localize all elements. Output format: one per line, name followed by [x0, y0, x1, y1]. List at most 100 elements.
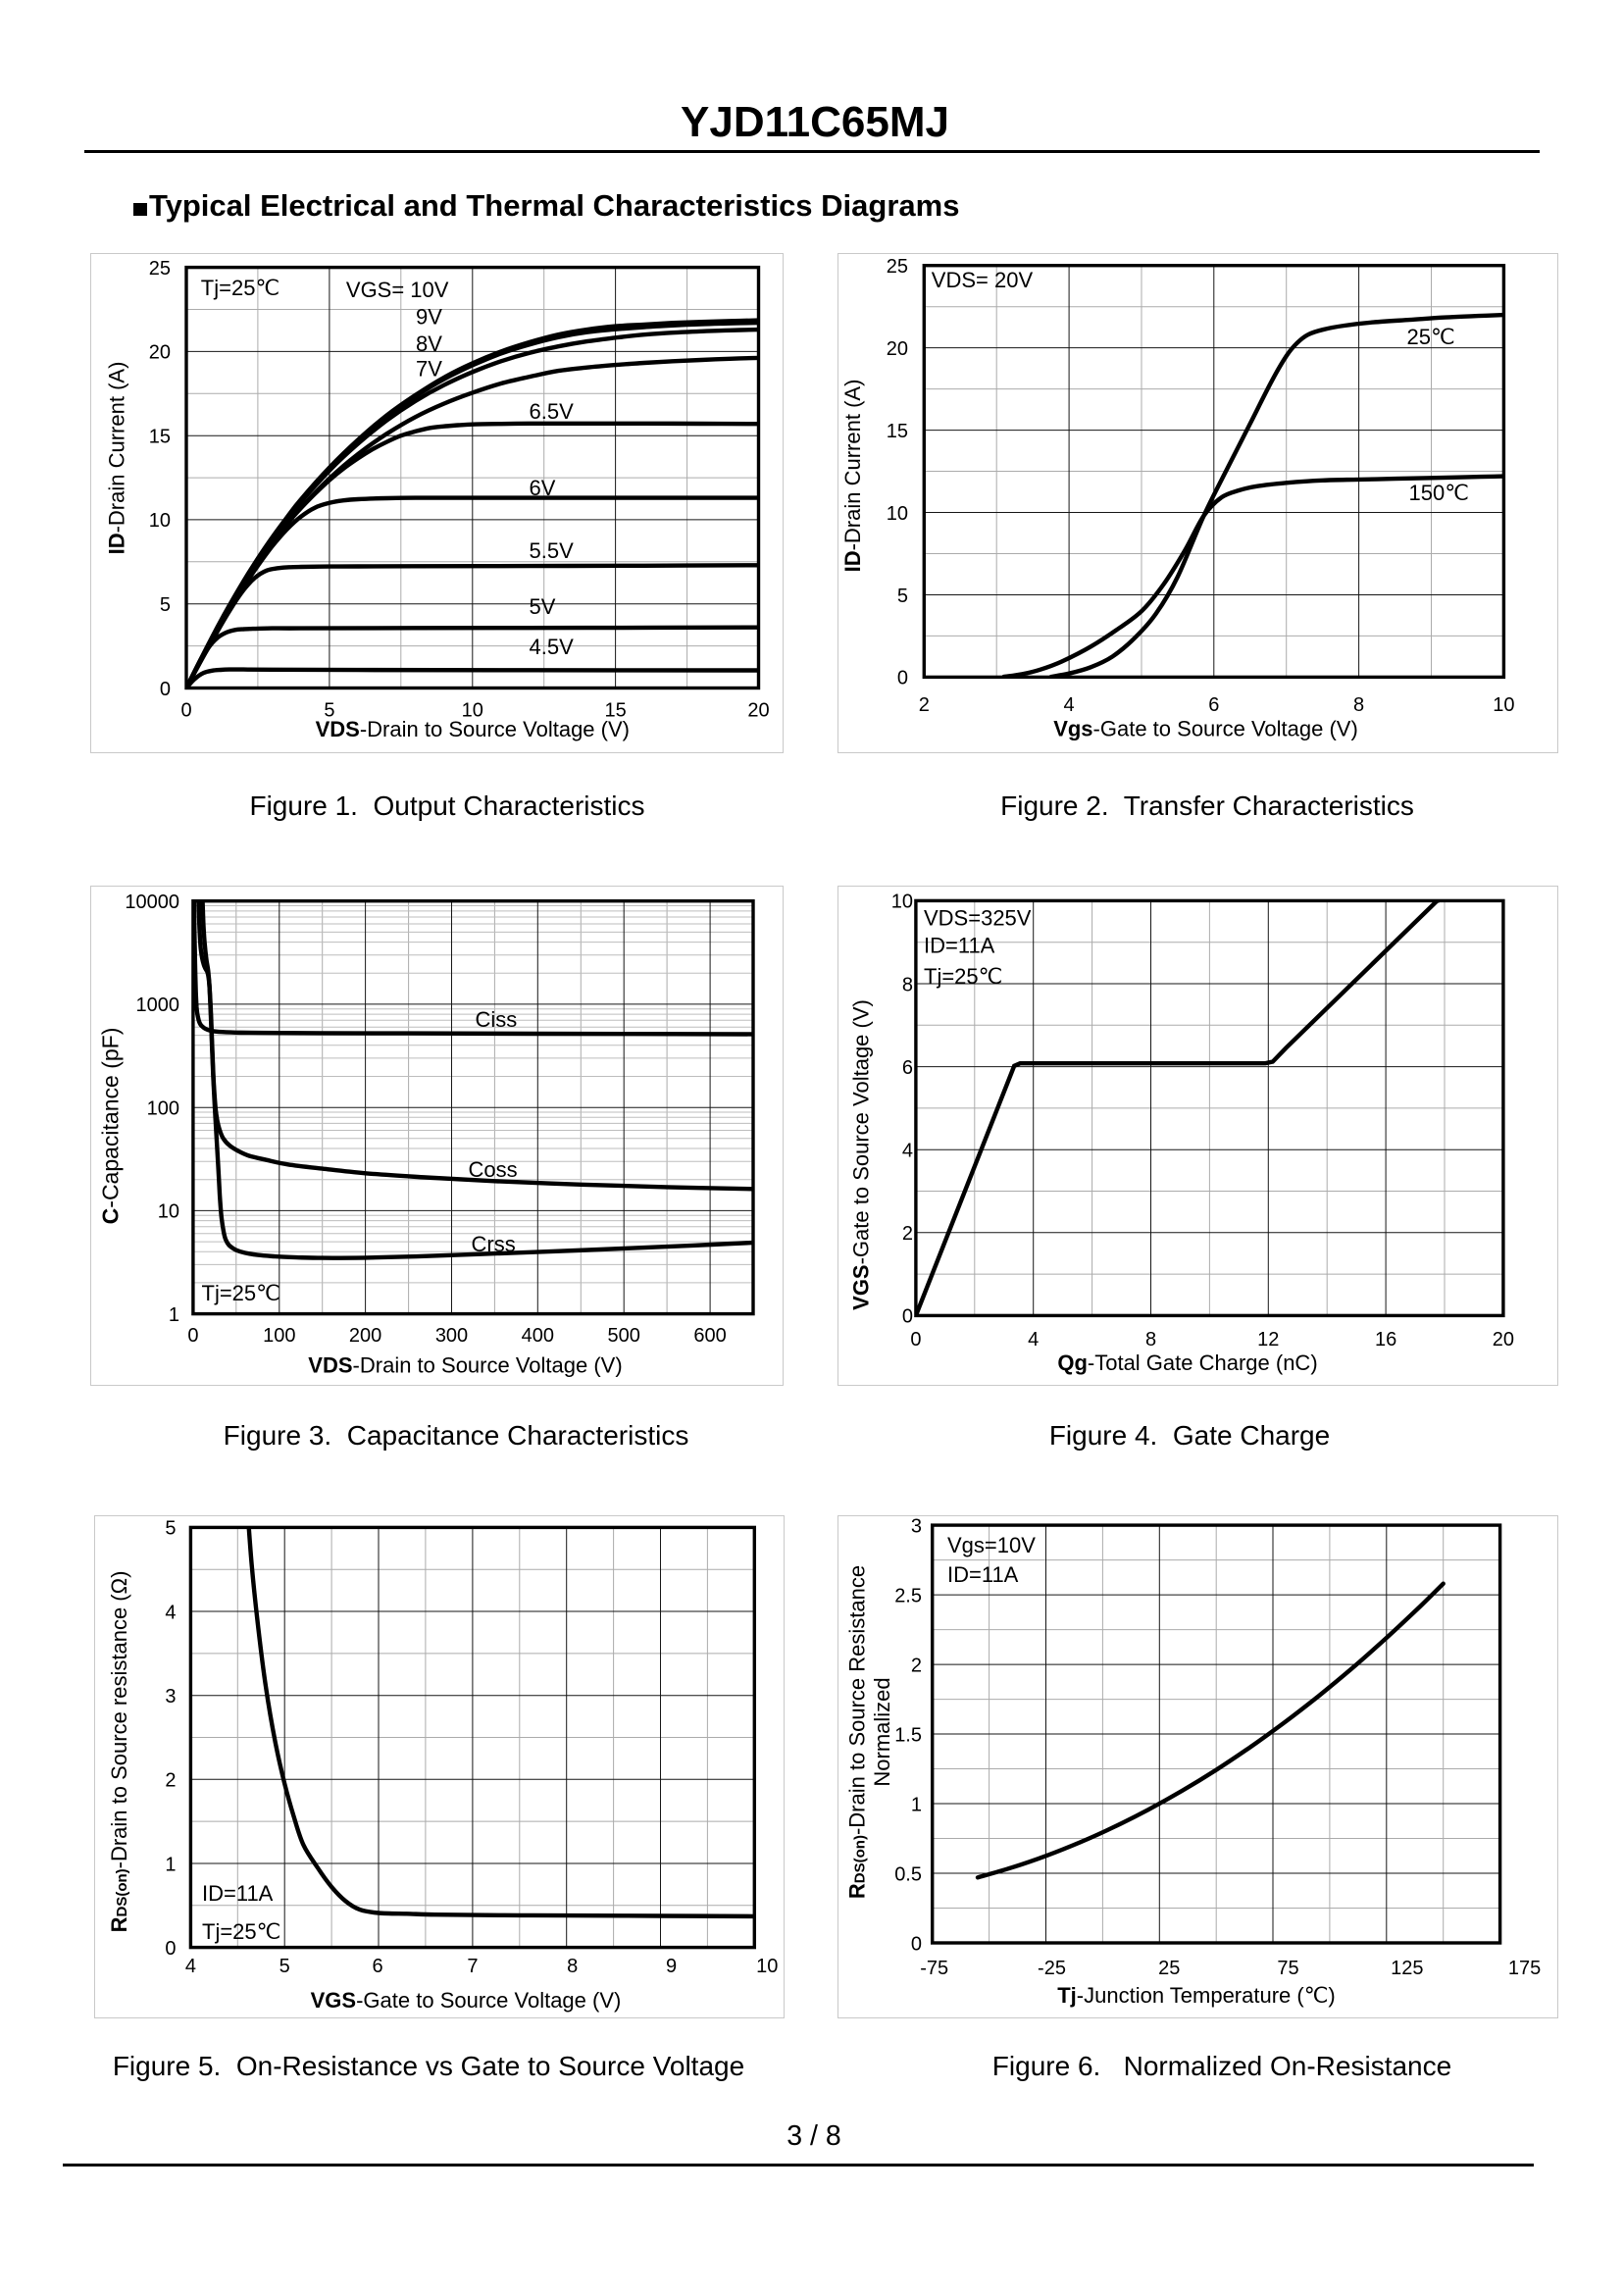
svg-text:-75: -75 — [920, 1958, 948, 1979]
svg-text:Coss: Coss — [469, 1157, 518, 1182]
svg-text:0: 0 — [911, 1933, 922, 1955]
svg-text:1: 1 — [169, 1304, 179, 1326]
svg-text:0: 0 — [897, 668, 908, 689]
svg-text:ID=11A: ID=11A — [924, 934, 995, 958]
svg-text:20: 20 — [149, 342, 171, 364]
svg-text:175: 175 — [1508, 1958, 1541, 1979]
svg-text:VGS-Gate to Source Voltage: VGS-Gate to Source Voltage (V) — [849, 999, 874, 1310]
svg-text:VDS-Drain to Source Voltage (V: VDS-Drain to Source Voltage (V) — [316, 717, 630, 741]
svg-text:Tj=25℃: Tj=25℃ — [202, 1281, 280, 1305]
svg-text:ID=11A: ID=11A — [947, 1562, 1019, 1587]
svg-text:5: 5 — [324, 700, 334, 722]
svg-text:2: 2 — [919, 694, 930, 716]
svg-text:4: 4 — [165, 1602, 176, 1623]
svg-text:25: 25 — [1158, 1958, 1180, 1979]
svg-text:10000: 10000 — [125, 892, 179, 913]
svg-text:C-Capacitance (pF): C-Capacitance (pF) — [98, 1028, 124, 1225]
svg-text:Qg-Total Gate Charge (nC): Qg-Total Gate Charge (nC) — [1057, 1351, 1317, 1375]
svg-text:8: 8 — [1353, 694, 1364, 716]
svg-text:VDS=325V: VDS=325V — [924, 906, 1032, 931]
svg-text:5: 5 — [279, 1956, 290, 1977]
svg-text:3: 3 — [165, 1686, 176, 1708]
svg-text:4: 4 — [1028, 1329, 1039, 1351]
svg-text:8: 8 — [1145, 1329, 1156, 1351]
svg-text:4.5V: 4.5V — [530, 635, 575, 659]
svg-text:10: 10 — [887, 503, 908, 525]
svg-text:10: 10 — [158, 1201, 179, 1223]
svg-text:6.5V: 6.5V — [530, 399, 575, 424]
svg-text:VDS= 20V: VDS= 20V — [932, 268, 1034, 292]
svg-text:300: 300 — [435, 1325, 468, 1347]
svg-text:1.5: 1.5 — [894, 1724, 922, 1746]
svg-text:0: 0 — [910, 1329, 921, 1351]
svg-text:150℃: 150℃ — [1409, 481, 1469, 505]
svg-text:10: 10 — [462, 700, 483, 722]
svg-text:8: 8 — [567, 1956, 578, 1977]
svg-text:0: 0 — [902, 1306, 913, 1328]
svg-text:3: 3 — [911, 1515, 922, 1537]
svg-text:ID-Drain Current (A): ID-Drain Current (A) — [840, 380, 865, 573]
svg-text:20: 20 — [747, 700, 769, 722]
svg-text:16: 16 — [1375, 1329, 1396, 1351]
svg-text:-25: -25 — [1038, 1958, 1066, 1979]
svg-text:12: 12 — [1257, 1329, 1279, 1351]
svg-text:7: 7 — [467, 1956, 478, 1977]
svg-text:0: 0 — [160, 679, 171, 700]
svg-text:8V: 8V — [416, 331, 442, 356]
svg-text:10: 10 — [149, 510, 171, 532]
svg-text:5.5V: 5.5V — [530, 538, 575, 563]
svg-text:10: 10 — [756, 1956, 778, 1977]
svg-text:2.5: 2.5 — [894, 1585, 922, 1606]
svg-text:Vgs=10V: Vgs=10V — [947, 1533, 1036, 1557]
svg-text:Tj-Junction Temperature (℃): Tj-Junction Temperature (℃) — [1057, 1983, 1336, 2008]
svg-text:5: 5 — [160, 594, 171, 616]
svg-text:6: 6 — [372, 1956, 382, 1977]
svg-text:10: 10 — [1493, 694, 1514, 716]
svg-text:25℃: 25℃ — [1407, 325, 1455, 349]
svg-text:100: 100 — [147, 1098, 179, 1120]
svg-text:8: 8 — [902, 974, 913, 995]
svg-text:9: 9 — [666, 1956, 677, 1977]
svg-text:500: 500 — [608, 1325, 640, 1347]
svg-text:ID=11A: ID=11A — [202, 1881, 274, 1906]
svg-text:7V: 7V — [416, 357, 442, 382]
svg-text:25: 25 — [149, 258, 171, 280]
svg-text:Normalized: Normalized — [870, 1677, 894, 1786]
svg-text:20: 20 — [887, 338, 908, 360]
svg-text:ID-Drain Current (A): ID-Drain Current (A) — [105, 362, 129, 555]
svg-text:2: 2 — [902, 1223, 913, 1245]
svg-text:4: 4 — [185, 1956, 196, 1977]
svg-text:15: 15 — [604, 700, 626, 722]
svg-text:Crss: Crss — [472, 1232, 516, 1256]
svg-text:Tj=25℃: Tj=25℃ — [201, 276, 279, 300]
svg-text:15: 15 — [887, 421, 908, 442]
svg-text:4: 4 — [902, 1141, 913, 1162]
svg-text:VGS= 10V: VGS= 10V — [346, 278, 449, 302]
svg-text:VGS-Gate to Source Voltage (V): VGS-Gate to Source Voltage (V) — [311, 1988, 622, 2013]
svg-text:5: 5 — [897, 586, 908, 607]
svg-text:5: 5 — [165, 1518, 176, 1540]
svg-text:6V: 6V — [530, 476, 556, 500]
svg-text:Tj=25℃: Tj=25℃ — [924, 964, 1002, 989]
svg-text:9V: 9V — [416, 305, 442, 330]
svg-text:15: 15 — [149, 427, 171, 448]
svg-text:5V: 5V — [530, 594, 556, 619]
svg-text:200: 200 — [349, 1325, 381, 1347]
svg-text:600: 600 — [693, 1325, 726, 1347]
svg-text:0: 0 — [180, 700, 191, 722]
svg-text:1000: 1000 — [136, 994, 180, 1016]
svg-text:0: 0 — [187, 1325, 198, 1347]
svg-text:400: 400 — [522, 1325, 554, 1347]
svg-text:4: 4 — [1064, 694, 1075, 716]
svg-text:2: 2 — [165, 1770, 176, 1792]
svg-text:6: 6 — [1208, 694, 1219, 716]
svg-text:Vgs-Gate to Source Voltage (V): Vgs-Gate to Source Voltage (V) — [1053, 717, 1358, 741]
svg-text:1: 1 — [165, 1854, 176, 1875]
svg-text:10: 10 — [891, 892, 913, 913]
svg-text:6: 6 — [902, 1057, 913, 1079]
svg-text:25: 25 — [887, 256, 908, 278]
svg-text:0.5: 0.5 — [894, 1863, 922, 1885]
svg-text:Tj=25℃: Tj=25℃ — [202, 1919, 280, 1944]
svg-text:Ciss: Ciss — [476, 1007, 518, 1032]
svg-text:VDS-Drain to Source Voltage (V: VDS-Drain to Source Voltage (V) — [308, 1352, 622, 1377]
